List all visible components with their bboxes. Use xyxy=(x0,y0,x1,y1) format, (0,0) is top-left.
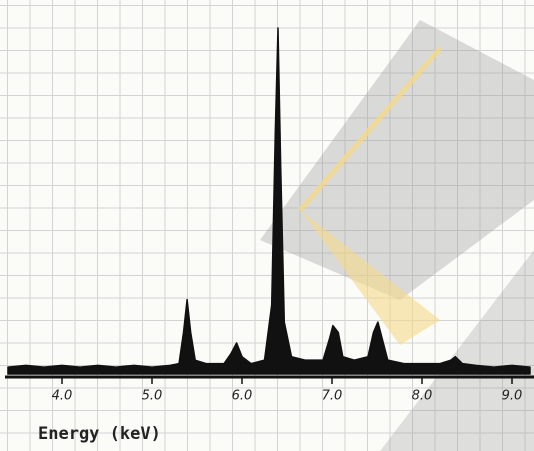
spectrum xyxy=(7,27,531,375)
x-tick-label: 5.0 xyxy=(142,389,163,404)
watermark xyxy=(380,250,534,451)
watermark xyxy=(260,20,534,300)
x-tick-label: 6.0 xyxy=(232,389,253,404)
x-axis-label: Energy (keV) xyxy=(38,424,161,444)
x-tick-label: 9.0 xyxy=(502,389,523,404)
watermark xyxy=(298,46,442,212)
x-tick-label: 8.0 xyxy=(412,389,433,404)
x-tick-label: 4.0 xyxy=(52,389,73,404)
x-tick-label: 7.0 xyxy=(322,389,343,404)
watermark xyxy=(300,210,440,345)
